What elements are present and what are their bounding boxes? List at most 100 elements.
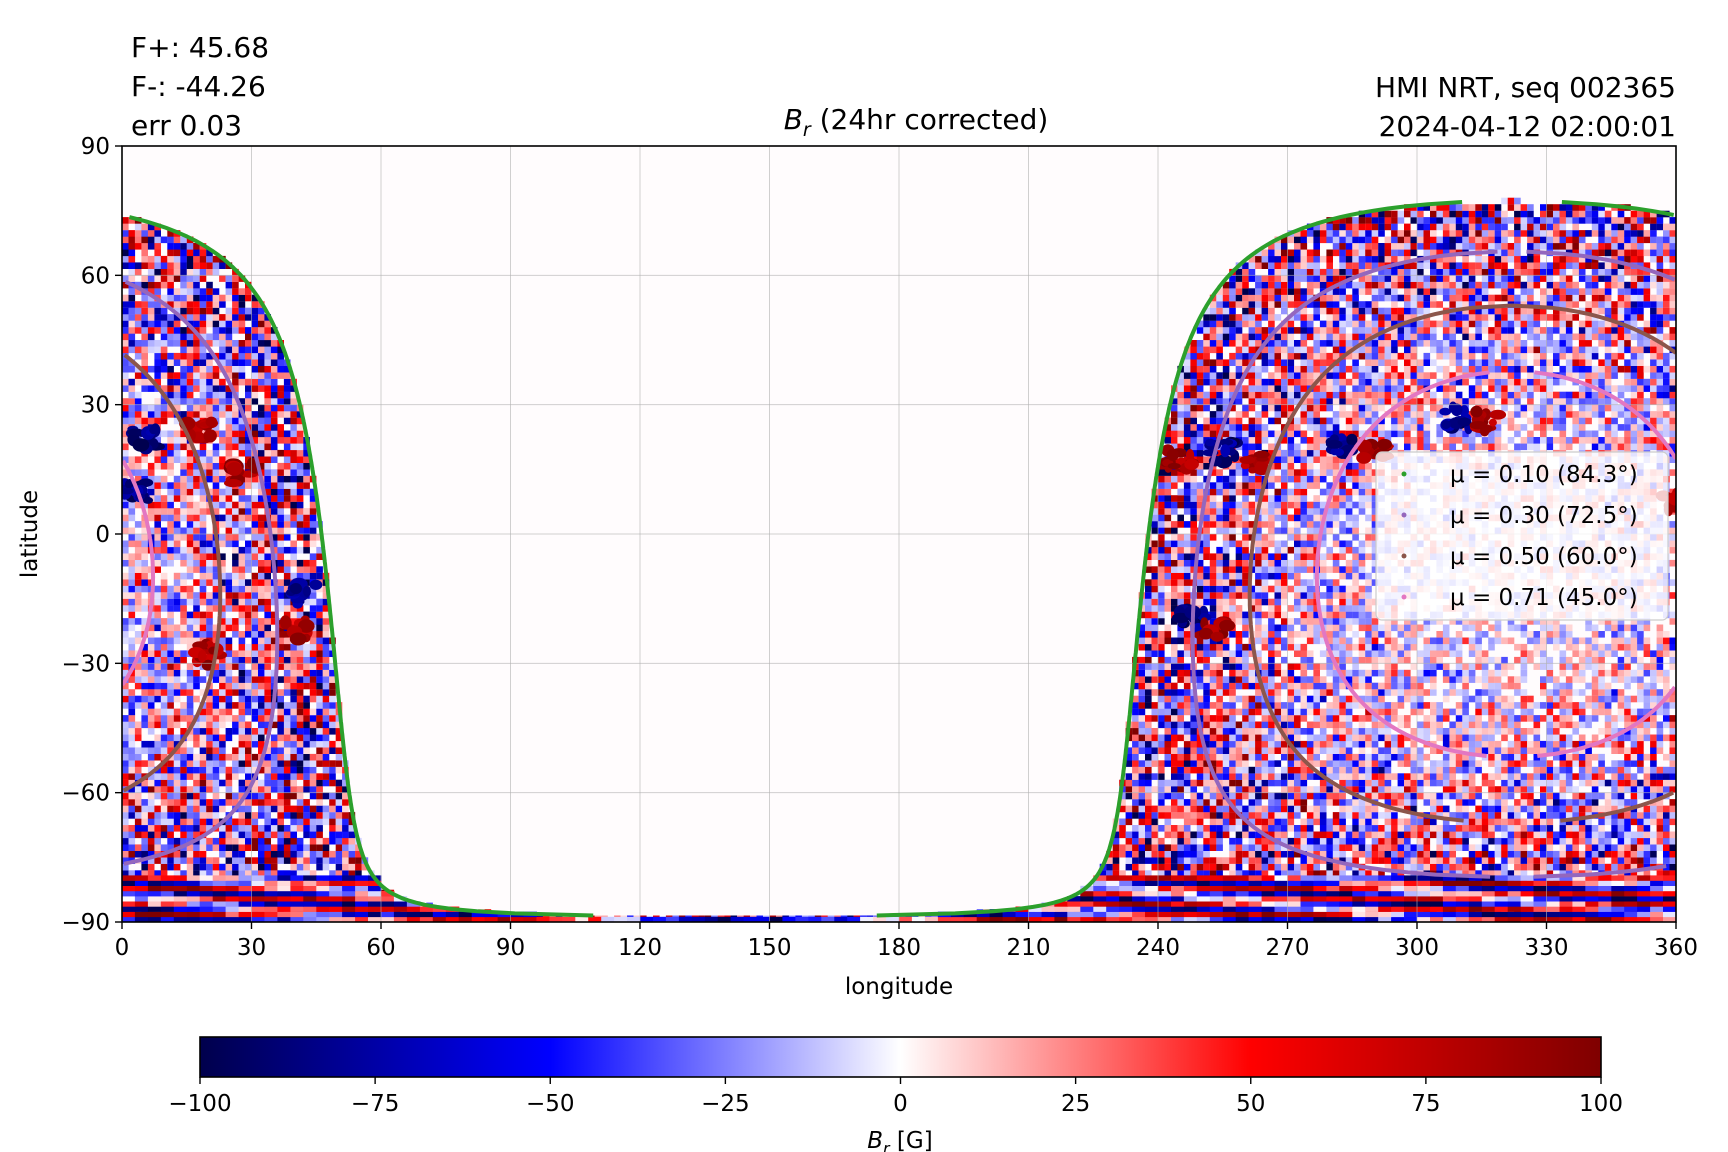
field-pixel — [1203, 643, 1210, 651]
field-pixel — [141, 825, 148, 832]
field-pixel — [167, 656, 174, 664]
field-pixel — [128, 766, 136, 774]
field-pixel — [1268, 850, 1275, 858]
field-pixel — [238, 572, 246, 580]
field-pixel — [1183, 424, 1191, 431]
field-pixel — [160, 268, 168, 276]
field-pixel — [1222, 753, 1230, 761]
field-pixel — [316, 837, 323, 845]
field-pixel — [122, 631, 129, 638]
field-pixel — [141, 521, 148, 528]
field-pixel — [322, 676, 330, 683]
field-pixel — [290, 443, 297, 451]
field-pixel — [173, 740, 181, 748]
field-pixel — [1274, 643, 1282, 651]
field-pixel — [147, 365, 155, 373]
field-pixel — [258, 521, 265, 528]
field-pixel — [258, 372, 265, 379]
field-pixel — [1268, 482, 1275, 489]
field-pixel — [1171, 695, 1178, 703]
field-pixel — [238, 728, 246, 735]
field-pixel — [1196, 404, 1204, 412]
field-pixel — [180, 805, 187, 813]
field-pixel — [1261, 307, 1269, 315]
field-pixel — [186, 708, 194, 716]
field-pixel — [309, 766, 317, 774]
field-pixel — [1138, 857, 1146, 864]
field-pixel — [1196, 359, 1204, 366]
field-pixel — [277, 540, 284, 548]
field-pixel — [335, 792, 343, 800]
field-pixel — [122, 262, 129, 269]
field-pixel — [1268, 618, 1275, 625]
field-pixel — [199, 443, 207, 451]
field-pixel — [1248, 844, 1256, 851]
field-pixel — [264, 352, 271, 360]
field-pixel — [1268, 818, 1275, 826]
field-pixel — [122, 559, 129, 567]
field-pixel — [186, 475, 194, 483]
field-pixel — [1222, 391, 1230, 399]
field-pixel — [251, 346, 259, 354]
field-pixel — [283, 702, 291, 709]
field-pixel — [258, 812, 265, 819]
field-pixel — [1261, 294, 1269, 302]
field-pixel — [160, 631, 168, 638]
field-pixel — [219, 391, 226, 399]
field-pixel — [1203, 359, 1210, 366]
field-pixel — [1145, 663, 1152, 670]
field-pixel — [180, 689, 187, 696]
field-pixel — [283, 715, 291, 722]
field-pixel — [1274, 734, 1282, 742]
field-pixel — [1151, 715, 1159, 722]
field-pixel — [277, 689, 284, 696]
field-pixel — [141, 546, 148, 554]
field-pixel — [335, 760, 343, 767]
field-pixel — [303, 805, 310, 813]
field-pixel — [160, 314, 168, 321]
field-pixel — [225, 417, 233, 425]
field-pixel — [1196, 320, 1204, 328]
field-pixel — [1209, 753, 1217, 761]
field-pixel — [1196, 773, 1204, 780]
field-pixel — [1242, 449, 1249, 457]
field-pixel — [1261, 844, 1269, 851]
field-pixel — [1145, 579, 1152, 586]
field-pixel — [1255, 592, 1262, 599]
field-pixel — [1216, 572, 1223, 580]
field-pixel — [154, 314, 161, 321]
field-pixel — [134, 786, 142, 793]
field-pixel — [167, 359, 174, 366]
field-pixel — [1261, 430, 1269, 438]
field-pixel — [296, 605, 304, 612]
field-pixel — [1222, 715, 1230, 722]
field-pixel — [232, 352, 239, 360]
field-pixel — [206, 779, 213, 787]
field-pixel — [342, 857, 349, 864]
field-pixel — [264, 605, 271, 612]
field-pixel — [199, 553, 207, 560]
field-pixel — [264, 779, 271, 787]
field-pixel — [141, 689, 148, 696]
field-pixel — [134, 812, 142, 819]
field-pixel — [186, 385, 194, 392]
field-pixel — [173, 378, 181, 386]
field-pixel — [1255, 424, 1262, 431]
field-pixel — [134, 702, 142, 709]
field-pixel — [173, 243, 181, 250]
field-pixel — [173, 786, 181, 793]
field-pixel — [238, 682, 246, 690]
field-pixel — [1274, 760, 1282, 767]
field-pixel — [1222, 734, 1230, 742]
field-pixel — [309, 850, 317, 858]
field-pixel — [1255, 430, 1262, 438]
field-pixel — [1171, 443, 1178, 451]
field-pixel — [1242, 288, 1249, 295]
field-pixel — [1242, 786, 1249, 793]
field-pixel — [1274, 301, 1282, 308]
field-pixel — [1183, 857, 1191, 864]
field-pixel — [141, 618, 148, 625]
field-pixel — [160, 417, 168, 425]
field-pixel — [309, 501, 317, 509]
field-pixel — [1196, 559, 1204, 567]
